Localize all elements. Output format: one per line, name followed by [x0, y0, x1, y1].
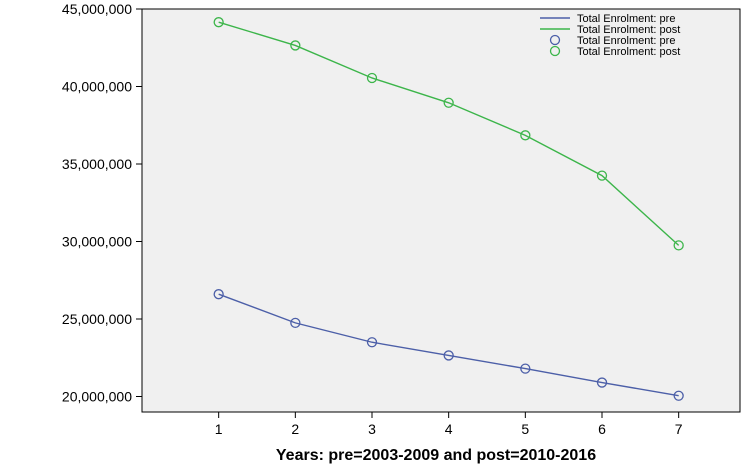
y-tick-label: 25,000,000 [62, 311, 132, 327]
y-tick-label: 35,000,000 [62, 156, 132, 172]
y-tick-label: 40,000,000 [62, 79, 132, 95]
data-point [596, 377, 608, 388]
plot-area [141, 8, 741, 413]
data-point [673, 240, 684, 251]
data-point [213, 289, 224, 300]
data-point [213, 17, 224, 28]
x-tick-label: 7 [675, 421, 683, 437]
data-point [366, 72, 378, 84]
series-layer [213, 17, 684, 401]
x-tick-label: 5 [521, 421, 529, 437]
y-axis: 20,000,000 25,000,000 30,000,000 35,000,000… [62, 1, 142, 405]
y-tick-label: 20,000,000 [62, 389, 132, 405]
data-point [443, 350, 454, 361]
x-tick-label: 6 [598, 421, 606, 437]
x-axis-title: Years: pre=2003-2009 and post=2010-2016 [276, 447, 596, 464]
y-tick-label: 45,000,000 [62, 1, 132, 17]
x-tick-label: 4 [445, 421, 453, 437]
x-tick-label: 2 [291, 421, 299, 437]
series-post [213, 17, 684, 251]
data-point [520, 130, 531, 141]
legend-label: Total Enrolment: post [577, 46, 680, 58]
legend-marker-swatch [549, 45, 561, 57]
series-line [218, 293, 679, 397]
x-tick-label: 1 [215, 421, 223, 437]
data-point [290, 40, 301, 51]
x-axis: 1 2 3 4 5 6 7 [215, 412, 683, 437]
data-point [366, 337, 378, 348]
legend-marker-swatch [549, 34, 561, 46]
data-point [290, 317, 301, 329]
data-point [520, 363, 531, 374]
y-tick-label: 30,000,000 [62, 234, 132, 250]
x-tick-label: 3 [368, 421, 376, 437]
series-line [218, 21, 680, 246]
legend-label: Total Enrolment: pre [577, 13, 675, 25]
series-pre [213, 289, 684, 401]
legend-label: Total Enrolment: post [577, 24, 680, 36]
data-point [443, 97, 454, 108]
data-point [673, 390, 684, 401]
data-point [596, 170, 608, 181]
legend-label: Total Enrolment: pre [577, 35, 675, 47]
